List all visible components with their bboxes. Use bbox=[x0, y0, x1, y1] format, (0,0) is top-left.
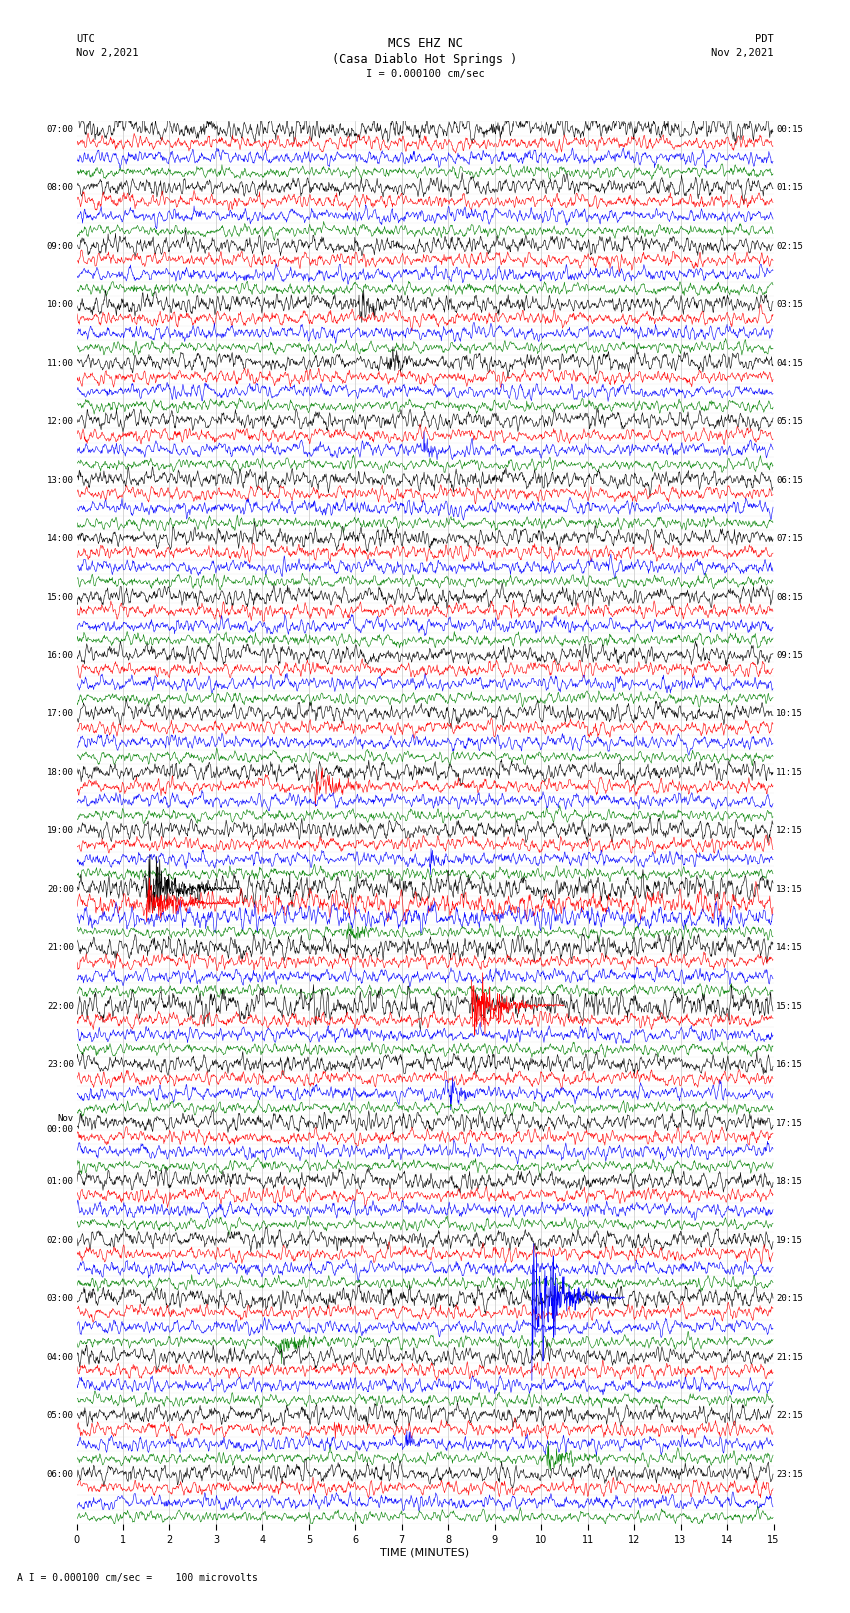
Text: I = 0.000100 cm/sec: I = 0.000100 cm/sec bbox=[366, 69, 484, 79]
Text: UTC: UTC bbox=[76, 34, 95, 44]
Text: Nov 2,2021: Nov 2,2021 bbox=[76, 48, 139, 58]
Text: (Casa Diablo Hot Springs ): (Casa Diablo Hot Springs ) bbox=[332, 53, 518, 66]
Text: A I = 0.000100 cm/sec =    100 microvolts: A I = 0.000100 cm/sec = 100 microvolts bbox=[17, 1573, 258, 1582]
Text: MCS EHZ NC: MCS EHZ NC bbox=[388, 37, 462, 50]
Text: PDT: PDT bbox=[755, 34, 774, 44]
X-axis label: TIME (MINUTES): TIME (MINUTES) bbox=[381, 1547, 469, 1558]
Text: Nov 2,2021: Nov 2,2021 bbox=[711, 48, 774, 58]
